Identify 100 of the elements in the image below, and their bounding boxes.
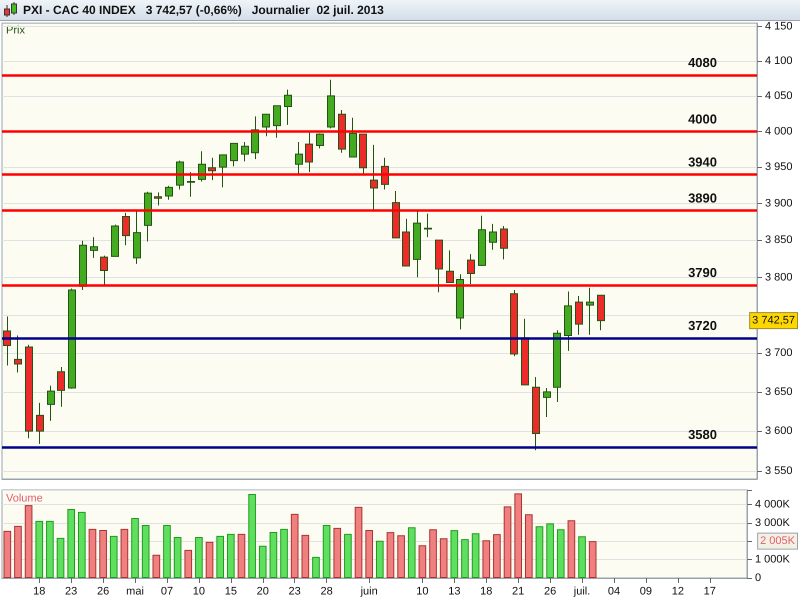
y-tick-label: 4 000: [765, 125, 793, 138]
y-tick-label: 3 550: [765, 464, 793, 477]
y-tick-label: 4 100: [765, 55, 793, 67]
candlestick: [402, 218, 410, 267]
y-tick-label: 3 650: [765, 386, 793, 398]
bar: [418, 545, 426, 578]
ref-line-label: 3790: [688, 264, 717, 280]
bar: [536, 526, 544, 578]
x-tick-label: juil.: [572, 586, 590, 598]
ref-line-label: 3940: [688, 154, 717, 170]
candlestick: [284, 89, 292, 126]
x-tick-label: 07: [160, 586, 174, 598]
bar: [504, 506, 512, 578]
bar: [174, 536, 182, 578]
ref-line-label: 4000: [688, 111, 717, 126]
candlestick: [370, 144, 378, 212]
ref-line-label: 3720: [688, 318, 717, 333]
x-tick-label: 10: [416, 586, 429, 598]
bar: [301, 534, 310, 578]
bar: [226, 534, 235, 578]
candlestick: [338, 110, 346, 154]
y-tick-label: 3 950: [765, 161, 793, 174]
candlestick: [176, 160, 184, 190]
bar: [238, 534, 246, 578]
candlestick: [262, 114, 270, 137]
candlestick: [241, 141, 249, 162]
x-tick-label: 17: [704, 586, 716, 598]
x-tick-label: juin: [360, 586, 378, 598]
bar: [56, 538, 64, 578]
bar: [354, 506, 362, 578]
x-tick-label: 09: [640, 586, 652, 598]
x-tick-label: 15: [224, 586, 237, 598]
y-tick-label: 3 850: [765, 234, 793, 246]
bar: [270, 532, 278, 578]
candlestick: [90, 236, 98, 258]
bar: [556, 529, 565, 578]
x-tick-label: 28: [320, 586, 333, 598]
bar: [152, 554, 160, 578]
bar: [524, 514, 533, 578]
candlestick: [500, 226, 508, 260]
bar: [450, 530, 458, 578]
candlestick: [597, 294, 605, 331]
candlestick: [14, 335, 22, 373]
bar: [546, 523, 554, 578]
bar: [397, 535, 405, 578]
bar: [578, 536, 586, 578]
candlestick: [532, 376, 540, 451]
text: 2 005K: [760, 535, 796, 548]
bar: [99, 530, 107, 578]
bar: [280, 528, 288, 578]
candlestick: [133, 210, 141, 264]
x-tick-label: 21: [512, 586, 524, 598]
candlestick: [564, 291, 572, 352]
annotation: 3 742,57: [752, 314, 795, 327]
bar: [67, 508, 76, 578]
bar: [322, 524, 330, 578]
bar: [386, 532, 394, 578]
candlestick: [208, 157, 216, 181]
candlestick: [435, 240, 443, 293]
candlestick: [521, 318, 529, 386]
bar: [35, 520, 44, 578]
bar: [440, 538, 448, 578]
candlestick: [510, 290, 518, 357]
candlestick: [575, 296, 583, 336]
x-tick-label: 26: [96, 586, 110, 598]
y-tick-label: 3 800: [765, 271, 793, 284]
candlestick: [57, 366, 65, 408]
x-tick-label: 23: [65, 586, 78, 598]
candlestick: [187, 172, 195, 198]
candlestick: [122, 212, 130, 246]
candlestick: [47, 385, 55, 422]
bar: [376, 540, 384, 578]
candlestick: [36, 402, 44, 444]
bar: [482, 540, 490, 578]
x-tick-label: 13: [448, 586, 460, 598]
candlestick: [144, 191, 152, 242]
bar: [120, 528, 128, 578]
candlestick: [543, 388, 551, 418]
y-axis-title: Volume: [6, 492, 43, 504]
ref-line-label: 3580: [688, 427, 717, 442]
ref-line-label: 3890: [688, 190, 717, 206]
candlestick: [154, 192, 162, 206]
candlestick: [413, 210, 421, 278]
candlestick: [446, 250, 454, 284]
candlestick: [359, 134, 367, 174]
y-tick-label: 3 700: [765, 347, 793, 360]
candlestick: [100, 255, 108, 287]
bar: [290, 514, 299, 578]
bar: [46, 520, 54, 578]
bar: [216, 536, 224, 578]
bar: [344, 534, 352, 578]
bar: [429, 529, 437, 578]
chart-title: PXI - CAC 40 INDEX 3 742,57 (-0,66%) Journalier 02 juil. 2013: [23, 3, 384, 17]
y-tick-label: 0: [755, 572, 762, 584]
bar: [142, 524, 150, 578]
y-tick-label: 3 900: [765, 197, 793, 210]
bar: [461, 539, 469, 578]
bar: [514, 493, 522, 578]
bar: [110, 536, 118, 578]
y-tick-label: 3 000K: [755, 516, 791, 529]
